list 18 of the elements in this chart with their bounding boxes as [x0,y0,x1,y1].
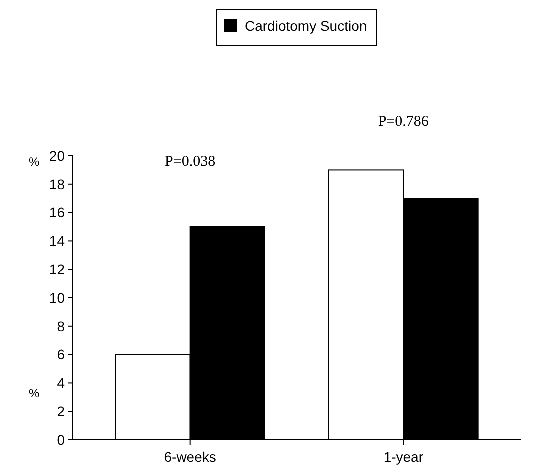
x-tick-label: 6-weeks [164,449,216,465]
y-tick-label: 12 [49,262,66,278]
y-tick-label: 14 [49,233,66,250]
y-tick-label: 2 [57,404,66,420]
y-tick-label: 8 [57,318,66,334]
y-tick-label: 4 [57,375,66,392]
legend-label: Cardiotomy Suction [245,18,368,34]
y-tick-label: 0 [57,432,66,448]
text: P=0.786 [378,114,430,130]
y-tick-label: 16 [49,204,66,221]
annotation: P=0.038 [165,154,216,170]
y-tick-label: 10 [49,290,66,306]
text: % [29,386,40,400]
y-tick-label: 6 [57,346,66,363]
x-tick-label: 1-year [384,449,424,465]
y-tick-label: 18 [49,176,66,192]
y-axis-title: % [29,155,40,169]
y-tick-label: 20 [49,148,66,164]
